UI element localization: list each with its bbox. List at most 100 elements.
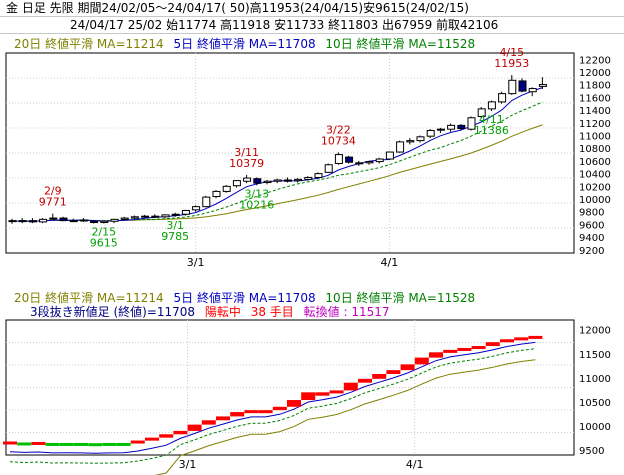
candle-body xyxy=(39,218,48,223)
candle-body xyxy=(498,93,507,103)
new-price-brick xyxy=(457,347,472,351)
candle-body xyxy=(396,141,405,153)
candle-body xyxy=(49,217,58,220)
upper-y-tick-label: 11400 xyxy=(579,106,611,117)
upper-y-tick-label: 10200 xyxy=(579,182,611,193)
candle-body xyxy=(28,220,37,223)
annotation-value: 10216 xyxy=(239,198,274,211)
upper-y-tick-label: 11000 xyxy=(579,132,611,143)
new-price-brick xyxy=(45,442,60,446)
candle-body xyxy=(375,158,384,163)
new-price-brick xyxy=(31,441,46,445)
candle-body xyxy=(467,117,476,130)
new-price-brick xyxy=(315,392,330,396)
lower-x-tick-label: 4/1 xyxy=(406,458,424,471)
header-line-1: 金 日足 先限 期間24/02/05～24/04/17( 50)高11953(2… xyxy=(0,0,624,17)
candle-body xyxy=(110,218,119,222)
candle-body xyxy=(436,128,445,131)
new-price-brick xyxy=(329,390,344,394)
new-price-brick xyxy=(173,430,188,435)
new-price-brick xyxy=(443,349,458,353)
candle-body xyxy=(222,185,231,192)
lower-y-tick-label: 9500 xyxy=(579,446,604,457)
newprice-close: 3段抜き新値足 (終値)=11708 xyxy=(30,305,196,319)
annotation-value: 10379 xyxy=(229,157,264,170)
candle-body xyxy=(59,217,68,222)
upper-x-tick-label: 3/1 xyxy=(187,256,205,269)
new-price-brick xyxy=(130,440,145,444)
upper-y-tick-label: 12200 xyxy=(579,55,611,66)
annotation-date: 2/15 xyxy=(91,225,116,238)
candle-body xyxy=(120,217,129,220)
new-price-brick xyxy=(145,437,159,441)
upper-y-tick-label: 10800 xyxy=(579,144,611,155)
upper-y-tick-label: 9400 xyxy=(579,233,604,244)
candle-body xyxy=(253,178,262,184)
new-price-brick xyxy=(471,346,486,350)
candle-body xyxy=(294,178,303,182)
new-price-brick xyxy=(272,406,287,411)
new-price-brick xyxy=(201,420,216,425)
lower-plot-frame xyxy=(5,319,575,456)
candle-body xyxy=(385,151,394,160)
legend-ma20: 20日 終値平滑 MA=11214 xyxy=(14,37,164,51)
legend-ma10: 10日 終値平滑 MA=11528 xyxy=(325,37,476,51)
new-price-brick xyxy=(230,412,245,417)
upper-y-tick-label: 12000 xyxy=(579,68,611,79)
new-price-brick xyxy=(187,424,202,431)
candle-body xyxy=(365,161,374,164)
annotation-date: 3/1 xyxy=(166,219,184,232)
new-price-brick xyxy=(301,392,316,401)
new-price-brick xyxy=(429,352,443,358)
upper-x-tick-label: 4/1 xyxy=(381,256,399,269)
upper-y-tick-label: 11200 xyxy=(579,119,611,130)
candle-body xyxy=(324,164,333,173)
lower-legend-ma5: 5日 終値平滑 MA=11708 xyxy=(173,291,316,305)
candle-body xyxy=(518,80,527,92)
annotation-date: 2/9 xyxy=(44,185,62,198)
candle-body xyxy=(406,140,415,143)
candle-body xyxy=(345,156,354,163)
legend-ma5: 5日 終値平滑 MA=11708 xyxy=(173,37,316,51)
lower-y-tick-label: 12000 xyxy=(579,326,611,337)
upper-y-tick-label: 11800 xyxy=(579,81,611,92)
lower-y-tick-label: 11500 xyxy=(579,350,611,361)
upper-y-tick-label: 9800 xyxy=(579,208,604,219)
annotation-value: 9785 xyxy=(161,230,189,243)
lower-legend-ma20: 20日 終値平滑 MA=11214 xyxy=(14,291,164,305)
upper-y-tick-label: 10400 xyxy=(579,170,611,181)
new-price-brick xyxy=(358,378,372,383)
candle-body xyxy=(181,209,190,215)
candle-body xyxy=(232,180,241,187)
candle-body xyxy=(161,214,170,218)
candle-body xyxy=(8,220,17,223)
candle-body xyxy=(334,154,343,164)
candle-body xyxy=(273,179,282,182)
upper-y-tick-label: 9200 xyxy=(579,246,604,257)
new-price-brick xyxy=(500,339,514,343)
new-price-brick xyxy=(372,374,387,379)
candle-body xyxy=(447,124,456,130)
upper-y-tick-label: 11600 xyxy=(579,93,611,104)
candle-body xyxy=(304,176,313,180)
lower-legend: 20日 終値平滑 MA=11214 5日 終値平滑 MA=11708 10日 終… xyxy=(0,290,624,306)
new-price-brick xyxy=(74,442,88,446)
candle-body xyxy=(243,177,252,182)
annotation-date: 3/11 xyxy=(234,146,259,159)
candle-body xyxy=(202,196,211,208)
header-title: 金 日足 先限 期間24/02/05～24/04/17( 50)高11953(2… xyxy=(6,1,469,15)
annotation-value: 9771 xyxy=(39,196,67,209)
candle-body xyxy=(79,219,88,222)
ma5-line xyxy=(11,87,543,222)
new-price-brick xyxy=(400,364,415,371)
annotation-date: 3/22 xyxy=(326,123,351,136)
new-price-brick xyxy=(528,335,543,339)
new-price-brick xyxy=(258,410,273,414)
newprice-count: 38 手目 xyxy=(250,305,294,319)
upper-y-tick-label: 9600 xyxy=(579,220,604,231)
candle-body xyxy=(283,179,292,182)
newprice-reversal: 転換値 : 11517 xyxy=(303,305,390,319)
lower-y-tick-label: 10500 xyxy=(579,398,611,409)
new-price-brick xyxy=(159,434,174,438)
